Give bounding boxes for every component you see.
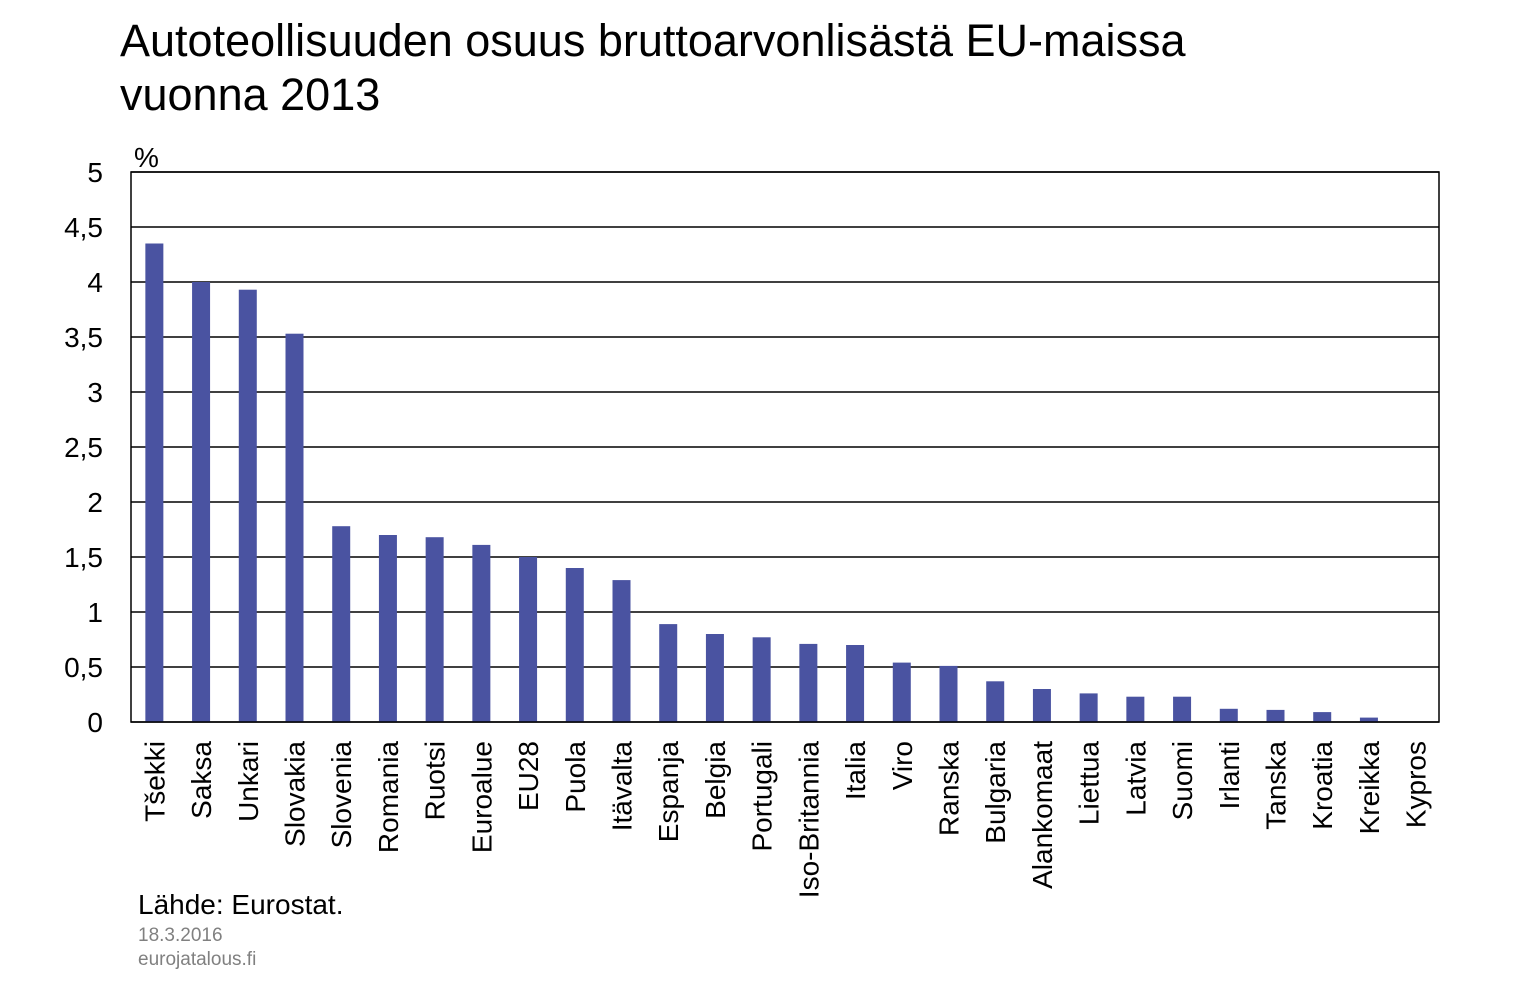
- x-category-label: Tšekki: [139, 741, 170, 822]
- x-category-label: Kypros: [1401, 741, 1432, 828]
- bar-romania: [378, 535, 397, 722]
- y-tick-label: 4: [87, 267, 103, 298]
- x-category-label: Euroalue: [466, 741, 497, 853]
- x-category-label: Espanja: [653, 741, 684, 843]
- x-category-label: Itävalta: [607, 741, 638, 832]
- x-category-label: Slovakia: [280, 741, 311, 847]
- y-tick-label: 0: [87, 707, 103, 738]
- x-category-label: Italia: [840, 741, 871, 801]
- x-category-label: Iso-Britannia: [793, 741, 824, 899]
- x-category-label: Kroatia: [1307, 741, 1338, 830]
- bar-tšekki: [145, 243, 164, 722]
- x-category-label: Portugali: [747, 741, 778, 852]
- y-tick-label: 2,5: [64, 432, 103, 463]
- site-name: eurojatalous.fi: [138, 949, 257, 970]
- y-tick-label: 4,5: [64, 212, 103, 243]
- bar-belgia: [705, 634, 724, 722]
- x-category-label: Suomi: [1167, 741, 1198, 820]
- x-category-label: Ruotsi: [420, 741, 451, 820]
- x-category-label: Saksa: [186, 741, 217, 819]
- y-tick-label: 1,5: [64, 542, 103, 573]
- bar-alankomaat: [1032, 689, 1051, 722]
- bar-puola: [565, 568, 584, 722]
- bar-liettua: [1079, 693, 1098, 722]
- bar-itävalta: [612, 580, 631, 722]
- x-category-label: Tanska: [1261, 741, 1292, 830]
- bar-suomi: [1173, 696, 1192, 722]
- bar-tanska: [1266, 709, 1285, 722]
- bar-slovenia: [332, 526, 351, 722]
- bar-eu28: [519, 557, 538, 722]
- chart-title: Autoteollisuuden osuus bruttoarvonlisäst…: [120, 14, 1500, 122]
- bar-italia: [846, 645, 865, 722]
- bar-espanja: [659, 624, 678, 722]
- bar-slovakia: [285, 333, 304, 722]
- bars: [145, 243, 1378, 722]
- bar-kreikka: [1359, 717, 1378, 722]
- y-tick-label: 3,5: [64, 322, 103, 353]
- bar-ranska: [939, 665, 958, 722]
- x-axis-labels: Tšekki Saksa Unkari Slovakia Slovenia Romania…: [139, 741, 1431, 899]
- bar-ruotsi: [425, 537, 444, 722]
- bar-latvia: [1126, 696, 1145, 722]
- bar-euroalue: [472, 544, 491, 722]
- plot-area-frame: [130, 171, 1440, 723]
- bar-saksa: [192, 282, 211, 722]
- y-tick-label: 0,5: [64, 652, 103, 683]
- bar-iso-britannia: [799, 643, 818, 722]
- bar-bulgaria: [986, 681, 1005, 722]
- chart-title-line-1: Autoteollisuuden osuus bruttoarvonlisäst…: [120, 15, 1186, 66]
- x-category-label: Kreikka: [1354, 741, 1385, 835]
- gridlines: [131, 171, 1439, 723]
- x-category-label: Irlanti: [1214, 741, 1245, 809]
- y-axis-unit-label: %: [134, 142, 159, 173]
- x-category-label: Alankomaat: [1027, 741, 1058, 889]
- chart-title-line-2: vuonna 2013: [120, 69, 381, 120]
- x-category-label: Latvia: [1120, 741, 1151, 816]
- publish-date: 18.3.2016: [138, 925, 223, 946]
- source-note: Lähde: Eurostat.: [138, 889, 344, 920]
- bar-kroatia: [1313, 712, 1332, 722]
- bar-viro: [892, 662, 911, 722]
- y-tick-label: 3: [87, 377, 103, 408]
- x-category-label: EU28: [513, 741, 544, 811]
- bar-irlanti: [1219, 708, 1238, 722]
- y-tick-label: 5: [87, 157, 103, 188]
- bar-unkari: [238, 289, 257, 722]
- x-category-label: Belgia: [700, 741, 731, 819]
- x-category-label: Puola: [560, 741, 591, 813]
- y-axis-ticks: 0 0,5 1 1,5 2 2,5 3 3,5 4 4,5 5: [64, 157, 103, 738]
- x-category-label: Unkari: [233, 741, 264, 822]
- x-category-label: Bulgaria: [980, 741, 1011, 844]
- y-tick-label: 2: [87, 487, 103, 518]
- x-category-label: Slovenia: [326, 741, 357, 849]
- x-category-label: Romania: [373, 741, 404, 853]
- x-category-label: Liettua: [1074, 741, 1105, 825]
- y-tick-label: 1: [87, 597, 103, 628]
- x-category-label: Ranska: [934, 741, 965, 836]
- x-category-label: Viro: [887, 741, 918, 790]
- bar-portugali: [752, 637, 771, 722]
